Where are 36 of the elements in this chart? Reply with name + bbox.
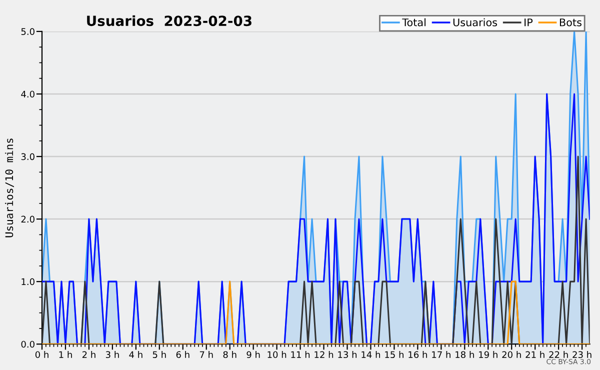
- x-tick-label: 17 h: [432, 351, 450, 358]
- y-axis-title: Usuarios/10 mins: [5, 138, 14, 238]
- x-tick-label: 19 h: [479, 351, 498, 358]
- x-tick-label: 9 h: [246, 351, 260, 358]
- x-tick-label: 3 h: [106, 351, 119, 358]
- x-tick-label: 5 h: [152, 351, 166, 358]
- x-tick-label: 11 h: [291, 351, 310, 358]
- chart-title: Usuarios 2023-02-03: [87, 15, 252, 26]
- y-tick-label: 1.0: [22, 278, 34, 286]
- x-tick-label: 12 h: [314, 351, 334, 358]
- x-tick-label: 6 h: [176, 351, 190, 358]
- y-tick-label: 4.0: [21, 90, 34, 98]
- x-tick-label: 7 h: [200, 351, 213, 358]
- y-tick-label: 2.0: [21, 216, 34, 223]
- x-tick-label: 21 h: [526, 351, 544, 358]
- x-tick-label: 14 h: [362, 351, 380, 358]
- x-tick-label: 15 h: [385, 351, 404, 358]
- y-tick-label: 0.0: [21, 340, 34, 348]
- legend-label: Total: [402, 18, 426, 26]
- x-tick-label: 16 h: [408, 351, 427, 358]
- x-tick-label: 1 h: [59, 351, 72, 358]
- y-tick-label: 5.0: [21, 28, 34, 36]
- x-tick-label: 4 h: [129, 351, 142, 358]
- y-tick-label: 3.0: [21, 153, 34, 160]
- x-tick-label: 18 h: [456, 351, 474, 358]
- legend-label: Usuarios: [453, 18, 498, 26]
- x-tick-label: 0 h: [35, 351, 48, 358]
- x-tick-label: 23 h: [572, 351, 592, 358]
- legend-label: IP: [524, 18, 533, 26]
- legend-label: Bots: [560, 18, 582, 26]
- x-tick-label: 10 h: [268, 351, 286, 358]
- x-tick-label: 20 h: [502, 351, 521, 358]
- x-tick-label: 22 h: [549, 351, 568, 358]
- x-tick-label: 8 h: [223, 351, 236, 358]
- x-tick-label: 13 h: [338, 351, 357, 358]
- x-tick-label: 2 h: [82, 351, 96, 358]
